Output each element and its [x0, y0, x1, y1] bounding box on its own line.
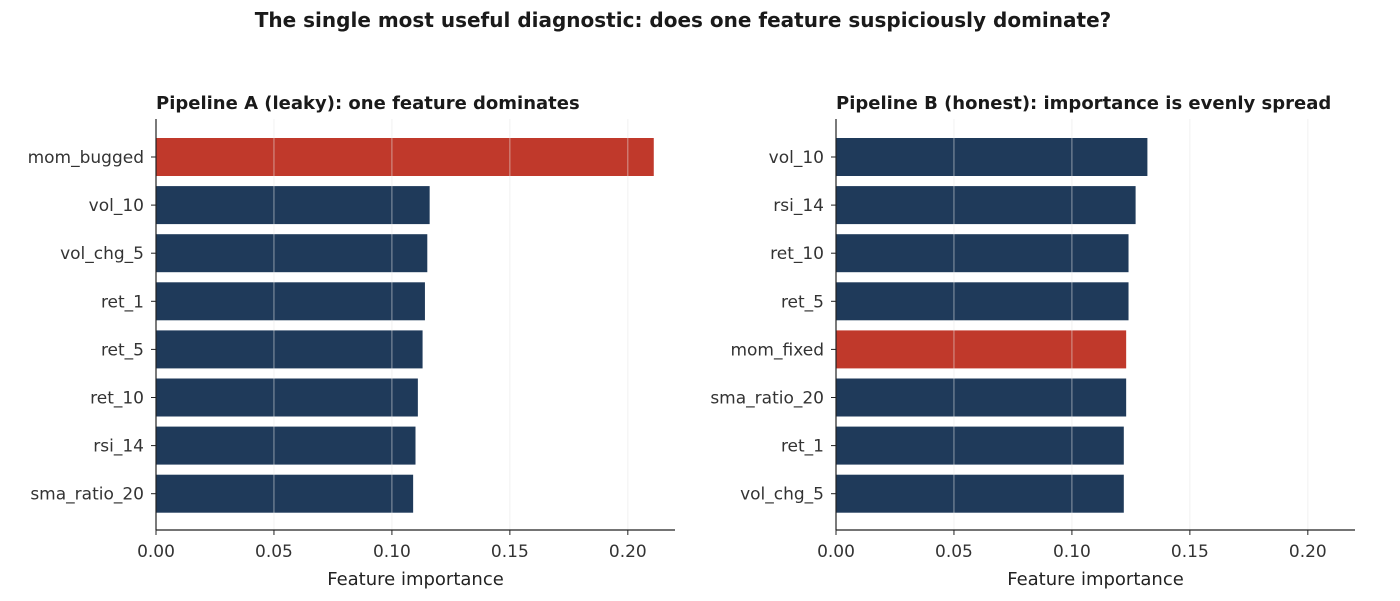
- bar-ret_10: [156, 378, 418, 417]
- chart-title: Pipeline A (leaky): one feature dominate…: [156, 93, 580, 114]
- bar-vol_10: [156, 186, 430, 225]
- bar-vol_10: [836, 138, 1148, 176]
- bar-ret_10: [836, 234, 1129, 273]
- bar-ret_5: [156, 330, 423, 369]
- y-tick-label: mom_fixed: [730, 340, 824, 360]
- x-tick-label: 0.15: [1171, 542, 1209, 562]
- y-tick-label: ret_1: [101, 292, 144, 312]
- bar-mom_fixed: [836, 330, 1127, 369]
- y-tick-label: rsi_14: [93, 437, 144, 457]
- y-tick-label: mom_bugged: [28, 148, 144, 168]
- y-tick-label: ret_10: [90, 389, 144, 409]
- bar-sma_ratio_20: [836, 378, 1127, 417]
- bar-rsi_14: [836, 186, 1136, 225]
- y-tick-label: ret_5: [101, 340, 144, 360]
- y-tick-label: ret_5: [781, 292, 824, 312]
- y-tick-label: vol_chg_5: [740, 485, 824, 505]
- x-tick-label: 0.00: [817, 542, 855, 562]
- chart-panel-a: Pipeline A (leaky): one feature dominate…: [28, 93, 675, 590]
- bar-rsi_14: [156, 426, 416, 465]
- chart-title: Pipeline B (honest): importance is evenl…: [836, 93, 1331, 114]
- x-tick-label: 0.20: [1289, 542, 1327, 562]
- x-axis-label: Feature importance: [1007, 569, 1184, 590]
- x-tick-label: 0.05: [255, 542, 293, 562]
- x-axis-label: Feature importance: [327, 569, 504, 590]
- y-tick-label: ret_10: [770, 244, 824, 264]
- bar-ret_1: [836, 426, 1124, 465]
- bar-vol_chg_5: [156, 234, 428, 273]
- y-tick-label: sma_ratio_20: [710, 389, 824, 409]
- x-tick-label: 0.05: [935, 542, 973, 562]
- figure-title: The single most useful diagnostic: does …: [254, 8, 1112, 32]
- x-tick-label: 0.20: [609, 542, 647, 562]
- bar-ret_1: [156, 282, 425, 321]
- x-tick-label: 0.15: [491, 542, 529, 562]
- bar-sma_ratio_20: [156, 474, 414, 513]
- x-tick-label: 0.10: [373, 542, 411, 562]
- y-tick-label: rsi_14: [773, 196, 824, 216]
- y-tick-label: vol_chg_5: [60, 244, 144, 264]
- y-tick-label: vol_10: [89, 196, 144, 216]
- bar-ret_5: [836, 282, 1129, 321]
- y-tick-label: ret_1: [781, 437, 824, 457]
- x-tick-label: 0.10: [1053, 542, 1091, 562]
- bar-vol_chg_5: [836, 474, 1124, 513]
- chart-panel-b: Pipeline B (honest): importance is evenl…: [710, 93, 1355, 590]
- y-tick-label: sma_ratio_20: [30, 485, 144, 505]
- x-tick-label: 0.00: [137, 542, 175, 562]
- bar-mom_bugged: [156, 138, 654, 176]
- y-tick-label: vol_10: [769, 148, 824, 168]
